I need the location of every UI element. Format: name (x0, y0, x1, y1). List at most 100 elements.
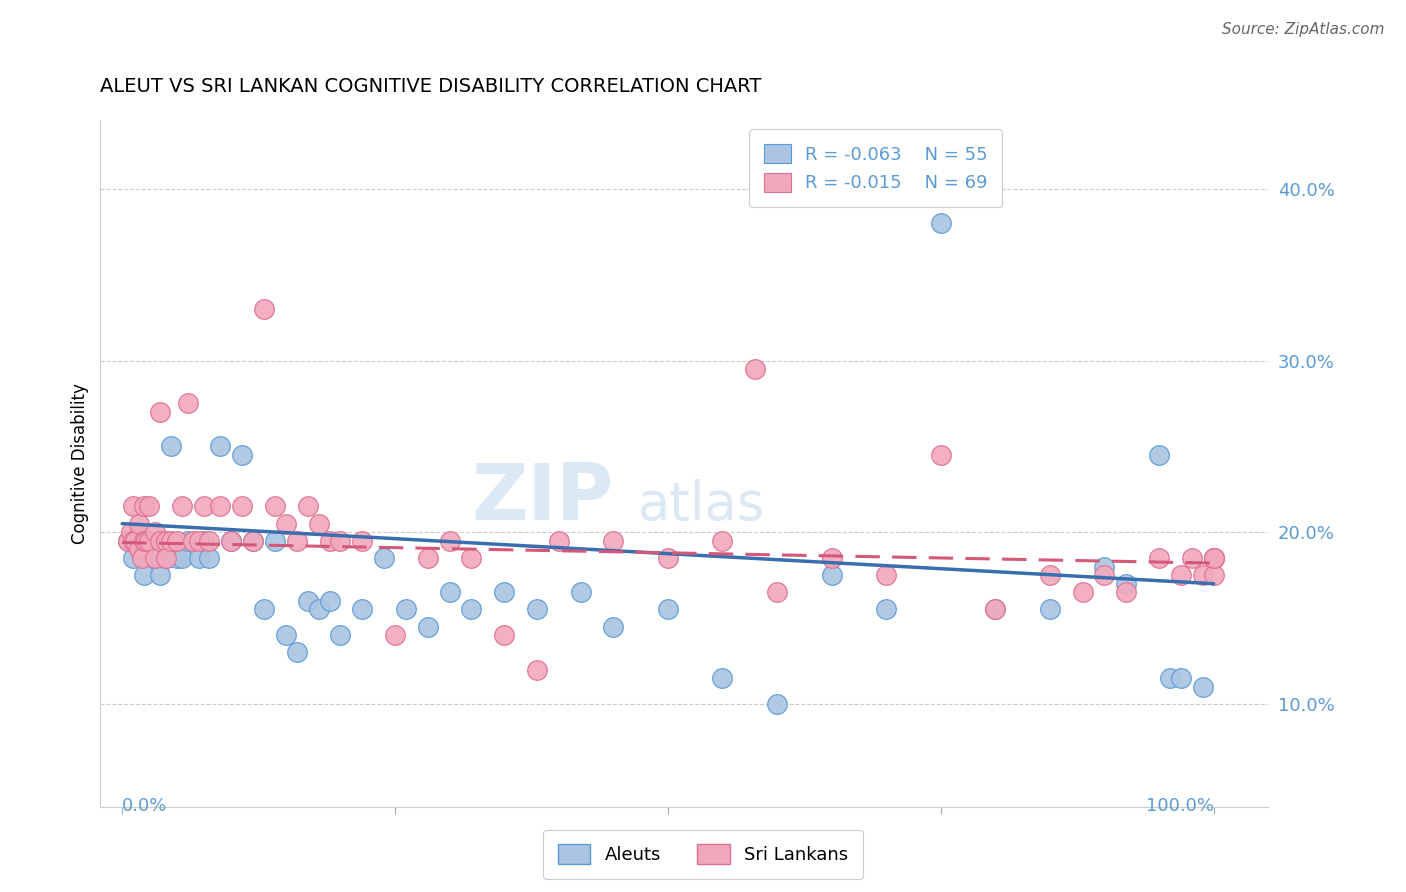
Point (242, 533, 264, 548)
Point (143, 525, 166, 540)
Point (1202, 551, 1225, 566)
Point (274, 628, 297, 642)
Point (439, 585, 461, 599)
Point (187, 533, 209, 548)
Point (176, 533, 198, 548)
Point (117, 533, 139, 548)
Point (1170, 671, 1192, 685)
Point (984, 602, 1007, 616)
Point (198, 551, 221, 566)
Text: ALEUT VS SRI LANKAN COGNITIVE DISABILITY CORRELATION CHART: ALEUT VS SRI LANKAN COGNITIVE DISABILITY… (100, 78, 762, 96)
Point (155, 551, 177, 566)
Point (352, 533, 374, 548)
Point (1039, 568, 1062, 582)
Point (131, 551, 153, 566)
Point (138, 533, 160, 548)
Point (494, 628, 516, 642)
Y-axis label: Cognitive Disability: Cognitive Disability (72, 383, 89, 544)
Point (657, 551, 679, 566)
Text: ZIP: ZIP (472, 460, 614, 536)
Point (149, 405, 172, 419)
Point (820, 551, 842, 566)
Point (1170, 568, 1192, 582)
Point (253, 301, 276, 316)
Point (416, 619, 439, 633)
Point (318, 594, 340, 608)
Point (143, 551, 166, 566)
Point (308, 516, 330, 531)
Point (875, 568, 897, 582)
Point (547, 533, 569, 548)
Point (128, 516, 150, 531)
Point (1181, 551, 1204, 566)
Point (132, 533, 155, 548)
Point (181, 533, 204, 548)
Point (602, 533, 624, 548)
Point (875, 602, 897, 616)
Text: atlas: atlas (637, 479, 765, 531)
Point (373, 551, 395, 566)
Point (602, 619, 624, 633)
Point (929, 448, 952, 462)
Point (297, 594, 319, 608)
Point (242, 533, 264, 548)
Point (160, 533, 183, 548)
Point (1159, 671, 1181, 685)
Point (155, 551, 177, 566)
Point (766, 585, 789, 599)
Point (1191, 568, 1213, 582)
Point (1147, 551, 1170, 566)
Point (166, 551, 188, 566)
Point (198, 533, 221, 548)
Point (494, 585, 516, 599)
Point (1202, 551, 1225, 566)
Point (264, 533, 287, 548)
Point (460, 551, 482, 566)
Point (138, 500, 160, 514)
Point (149, 551, 172, 566)
Text: #dce8f4: #dce8f4 (685, 497, 690, 498)
Point (329, 533, 352, 548)
Point (285, 645, 308, 659)
Point (526, 602, 548, 616)
Point (193, 500, 215, 514)
Point (120, 525, 142, 540)
Point (135, 533, 157, 548)
Point (1202, 551, 1225, 566)
Point (285, 533, 308, 548)
Point (231, 500, 253, 514)
Legend: R = -0.063    N = 55, R = -0.015    N = 69: R = -0.063 N = 55, R = -0.015 N = 69 (749, 129, 1002, 207)
Point (193, 533, 215, 548)
Point (384, 628, 406, 642)
Point (128, 525, 150, 540)
Point (820, 568, 842, 582)
Point (1094, 559, 1116, 574)
Point (143, 542, 166, 557)
Point (308, 602, 330, 616)
Point (1191, 680, 1213, 694)
Point (766, 697, 789, 711)
Point (124, 533, 146, 548)
Point (176, 396, 198, 410)
Point (253, 602, 276, 616)
Point (297, 500, 319, 514)
Point (1115, 576, 1137, 591)
Point (1115, 585, 1137, 599)
Point (439, 533, 461, 548)
Text: Source: ZipAtlas.com: Source: ZipAtlas.com (1222, 22, 1385, 37)
Point (172, 551, 194, 566)
Point (172, 500, 194, 514)
Point (1094, 568, 1116, 582)
Point (155, 542, 177, 557)
Point (221, 533, 243, 548)
Point (711, 533, 734, 548)
Point (1039, 602, 1062, 616)
Point (416, 551, 439, 566)
Point (274, 516, 297, 531)
Point (122, 500, 145, 514)
Point (231, 448, 253, 462)
Point (143, 551, 166, 566)
Point (526, 663, 548, 677)
Text: 100.0%: 100.0% (1146, 797, 1213, 814)
Point (395, 602, 418, 616)
